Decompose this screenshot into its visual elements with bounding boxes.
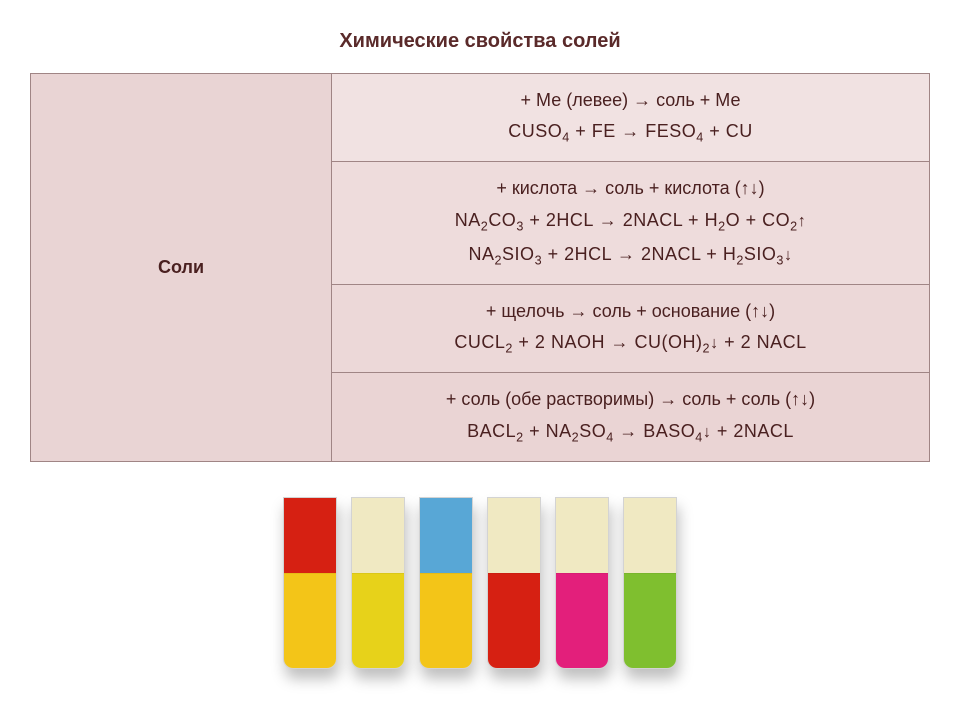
vial <box>351 497 405 669</box>
vial <box>555 497 609 669</box>
reaction-formula: CUSO4 + FE → FESO4 + CU <box>342 119 919 147</box>
reaction-line: + Ме (левее) → соль + Ме <box>342 88 919 113</box>
page-title: Химические свойства солей <box>30 30 930 53</box>
reaction-line: + щелочь → соль + основание (↑↓) <box>342 299 919 324</box>
vial-bottom <box>556 573 608 668</box>
vial-top <box>420 498 472 575</box>
reaction-line: + кислота → соль + кислота (↑↓) <box>342 176 919 201</box>
left-label: Соли <box>158 257 204 277</box>
vial-top <box>556 498 608 575</box>
vial <box>623 497 677 669</box>
vial-top <box>488 498 540 575</box>
vial <box>487 497 541 669</box>
table-row: + соль (обе растворимы) → соль + соль (↑… <box>332 373 930 461</box>
table-row: + кислота → соль + кислота (↑↓) NA2CO3 +… <box>332 162 930 285</box>
vial-top <box>624 498 676 575</box>
reaction-formula: BACL2 + NA2SO4 → BASO4↓ + 2NACL <box>342 419 919 447</box>
vial <box>283 497 337 669</box>
reaction-formula: NA2SIO3 + 2HCL → 2NACL + H2SIO3↓ <box>342 242 919 270</box>
vial-top <box>284 498 336 575</box>
table-row: + щелочь → соль + основание (↑↓) CUCL2 +… <box>332 285 930 373</box>
vials-illustration <box>30 497 930 669</box>
vial-bottom <box>420 573 472 668</box>
vial-bottom <box>284 573 336 668</box>
chem-properties-table: Соли + Ме (левее) → соль + Ме CUSO4 + FE… <box>30 73 930 462</box>
reaction-formula: NA2CO3 + 2HCL → 2NACL + H2O + CO2↑ <box>342 208 919 236</box>
vial-bottom <box>624 573 676 668</box>
vial-top <box>352 498 404 575</box>
vial <box>419 497 473 669</box>
vial-bottom <box>488 573 540 668</box>
vial-bottom <box>352 573 404 668</box>
table-left-header: Соли <box>31 74 332 462</box>
reaction-formula: CUCL2 + 2 NAOH → CU(OH)2↓ + 2 NACL <box>342 330 919 358</box>
reaction-line: + соль (обе растворимы) → соль + соль (↑… <box>342 387 919 412</box>
table-row: + Ме (левее) → соль + Ме CUSO4 + FE → FE… <box>332 74 930 162</box>
